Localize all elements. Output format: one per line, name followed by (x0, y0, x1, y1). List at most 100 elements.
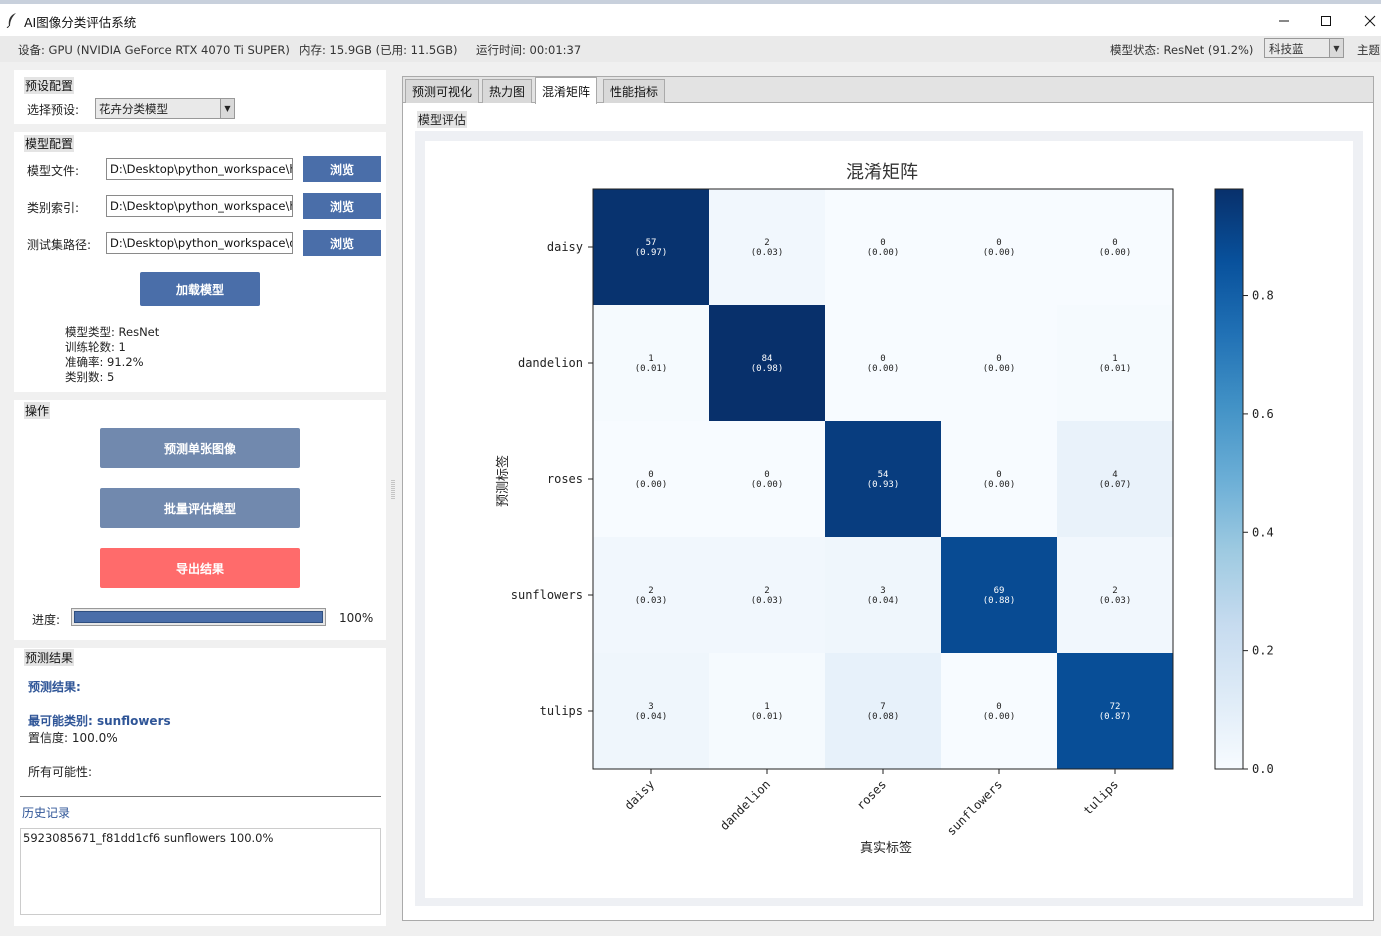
matrix-cell (1057, 653, 1173, 769)
browse-model-file-button[interactable]: 浏览 (303, 156, 381, 182)
minimize-icon (1279, 20, 1289, 22)
matrix-cell (825, 189, 941, 305)
y-tick-label: dandelion (518, 356, 583, 370)
chevron-down-icon: ▼ (1329, 39, 1343, 57)
cell-proportion-label: (0.01) (635, 364, 668, 374)
cell-count-label: 1 (764, 702, 769, 712)
grip-icon (391, 480, 395, 500)
matrix-cell (593, 189, 709, 305)
right-panel: 预测可视化 热力图 混淆矩阵 性能指标 模型评估 混淆矩阵 57 (0.97) 2(… (402, 76, 1374, 921)
cell-proportion-label: (0.03) (751, 248, 784, 258)
maximize-button[interactable] (1306, 8, 1346, 34)
x-tick-label: roses (854, 777, 889, 812)
matrix-cell (1057, 305, 1173, 421)
plot-area: 混淆矩阵 57 (0.97) 2 (0.03) 0 (0.00) 0 (0.00) 0 (0.00… (425, 141, 1353, 898)
close-icon (1364, 15, 1376, 27)
cell-count-label: 0 (764, 470, 769, 480)
panel-splitter[interactable] (391, 480, 395, 500)
cell-count-label: 2 (764, 238, 769, 248)
x-tick-label: daisy (622, 777, 657, 812)
divider (20, 796, 381, 797)
tab-performance-metrics[interactable]: 性能指标 (603, 79, 666, 103)
top-class: 最可能类别: sunflowers (28, 714, 171, 728)
colorbar-tick-label: 0.2 (1252, 644, 1274, 658)
cell-proportion-label: (0.00) (983, 364, 1016, 374)
cell-count-label: 54 (878, 470, 889, 480)
cell-count-label: 72 (1110, 702, 1121, 712)
cell-count-label: 0 (996, 238, 1001, 248)
y-tick-label: roses (547, 472, 583, 486)
model-type-info: 模型类型: ResNet (65, 325, 160, 339)
tab-confusion-matrix[interactable]: 混淆矩阵 (535, 77, 598, 104)
confusion-matrix-chart: 混淆矩阵 57(0.97)2(0.03)0(0.00)0(0.00)0(0.00… (495, 162, 1274, 856)
browse-test-path-button[interactable]: 浏览 (303, 230, 381, 256)
batch-eval-button[interactable]: 批量评估模型 (100, 488, 300, 528)
matrix-cell (941, 537, 1057, 653)
model-config-section-title: 模型配置 (24, 135, 75, 152)
matrix-cell (825, 653, 941, 769)
colorbar-tick-label: 0.8 (1252, 289, 1274, 303)
colorbar-tick-label: 0.0 (1252, 762, 1274, 776)
cell-proportion-label: (0.01) (1099, 364, 1132, 374)
history-title: 历史记录 (22, 806, 71, 820)
evaluation-label: 模型评估 (417, 111, 468, 128)
colorbar-tick-label: 0.4 (1252, 525, 1274, 539)
history-entry[interactable]: 5923085671_f81dd1cf6 sunflowers 100.0% (23, 831, 274, 845)
theme-select-value: 科技蓝 (1269, 42, 1304, 56)
cell-count-label: 1 (648, 354, 653, 364)
x-tick-label: sunflowers (944, 777, 1005, 838)
class-index-input[interactable]: D:\Desktop\python_workspace\hu (106, 195, 293, 217)
test-path-input[interactable]: D:\Desktop\python_workspace\de (106, 232, 293, 254)
y-tick-label: daisy (547, 240, 583, 254)
export-button[interactable]: 导出结果 (100, 548, 300, 588)
preset-select-value: 花卉分类模型 (99, 102, 168, 116)
theme-label: 主题 (1357, 43, 1380, 57)
cell-count-label: 7 (880, 702, 885, 712)
model-config-card: 模型配置 模型文件: D:\Desktop\python_workspace\h… (14, 132, 386, 392)
model-file-input[interactable]: D:\Desktop\python_workspace\hu (106, 158, 293, 180)
cell-count-label: 3 (648, 702, 653, 712)
predict-single-button[interactable]: 预测单张图像 (100, 428, 300, 468)
load-model-button[interactable]: 加载模型 (140, 272, 260, 306)
accuracy-info: 准确率: 91.2% (65, 355, 144, 369)
cell-proportion-label: (0.03) (1099, 596, 1132, 606)
status-bar: 设备: GPU (NVIDIA GeForce RTX 4070 Ti SUPE… (0, 36, 1381, 62)
prediction-section-title: 预测结果 (24, 649, 75, 666)
cell-proportion-label: (0.00) (983, 480, 1016, 490)
cell-count-label: 3 (880, 586, 885, 596)
colorbar (1214, 188, 1244, 770)
matrix-cell (1057, 421, 1173, 537)
cell-count-label: 0 (996, 354, 1001, 364)
cell-proportion-label: (0.87) (1099, 712, 1132, 722)
tab-prediction-visualization[interactable]: 预测可视化 (405, 79, 480, 103)
memory-status: 内存: 15.9GB (已用: 11.5GB) (299, 43, 458, 57)
history-list[interactable]: 5923085671_f81dd1cf6 sunflowers 100.0% (20, 828, 381, 915)
test-path-label: 测试集路径: (27, 238, 92, 252)
matrix-cell (825, 421, 941, 537)
matrix-cell (825, 305, 941, 421)
colorbar-tick-label: 0.6 (1252, 407, 1274, 421)
cell-proportion-label: (0.00) (983, 712, 1016, 722)
tab-heatmap[interactable]: 热力图 (482, 79, 533, 103)
confidence: 置信度: 100.0% (28, 731, 118, 745)
matrix-cell (709, 653, 825, 769)
cell-count-label: 57 (646, 238, 657, 248)
cell-proportion-label: (0.00) (751, 480, 784, 490)
minimize-button[interactable] (1264, 8, 1304, 34)
close-button[interactable] (1350, 8, 1381, 34)
cell-proportion-label: (0.88) (983, 596, 1016, 606)
runtime-status: 运行时间: 00:01:37 (476, 43, 582, 57)
cell-proportion-label: (0.01) (751, 712, 784, 722)
epochs-info: 训练轮数: 1 (65, 340, 126, 354)
browse-class-index-button[interactable]: 浏览 (303, 193, 381, 219)
window-title: AI图像分类评估系统 (24, 15, 137, 30)
cell-proportion-label: (0.00) (635, 480, 668, 490)
matrix-cell (1057, 537, 1173, 653)
matrix-cell (709, 189, 825, 305)
theme-select[interactable]: 科技蓝 ▼ (1264, 38, 1344, 58)
matrix-cell (593, 537, 709, 653)
cell-count-label: 2 (648, 586, 653, 596)
preset-select[interactable]: 花卉分类模型 ▼ (95, 98, 235, 119)
progress-bar (71, 608, 326, 626)
plot-frame: 混淆矩阵 57 (0.97) 2 (0.03) 0 (0.00) 0 (0.00) 0 (0.00… (415, 131, 1363, 906)
